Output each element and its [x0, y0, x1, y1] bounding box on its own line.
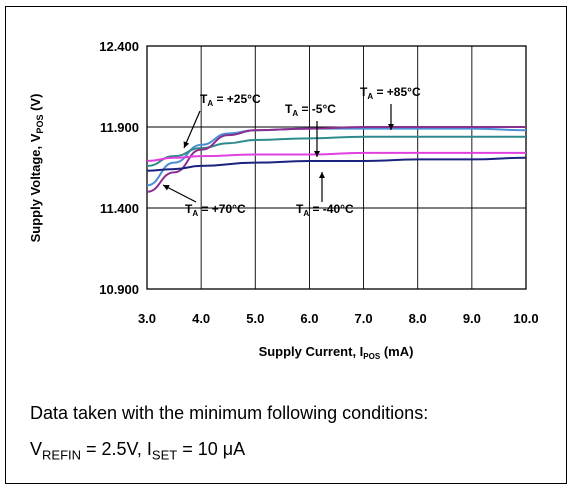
annotation-leader-3	[162, 184, 197, 203]
annotations: TA = +25°C TA = -5°C TA = +85°C TA = +70°C T…	[162, 85, 421, 218]
annotation-arrowhead-4	[319, 172, 325, 178]
annotation-arrowhead-2	[388, 124, 394, 130]
annotation-arrowhead-3	[163, 185, 170, 191]
y-tick-label: 11.400	[100, 201, 139, 216]
caption-line-2: VREFIN = 2.5V, ISET = 10 μA	[30, 439, 246, 463]
x-axis-title: Supply Current, IPOS (mA)	[259, 344, 414, 361]
caption-line-1: Data taken with the minimum following co…	[30, 403, 429, 423]
x-tick-label: 9.0	[463, 311, 481, 326]
annotation-leader-0	[183, 110, 201, 149]
annotation-arrowhead-0	[183, 141, 190, 148]
x-tick-label: 8.0	[409, 311, 427, 326]
annotation-label-2: TA = +85°C	[360, 85, 421, 101]
annotation-label-3: TA = +70°C	[185, 202, 246, 218]
y-tick-label: 11.900	[100, 120, 139, 135]
annotation-label-0: TA = +25°C	[200, 92, 261, 108]
supply-voltage-chart: 3.0 4.0 5.0 6.0 7.0 8.0 9.0 10.0 10.900 11.400 11.…	[28, 39, 539, 361]
x-tick-label: 4.0	[192, 311, 210, 326]
series-line-2	[146, 126, 526, 193]
y-tick-label: 12.400	[99, 39, 139, 54]
series-group	[146, 126, 527, 193]
series-line-4	[146, 156, 527, 172]
y-tick-label: 10.900	[99, 282, 139, 297]
x-tick-label: 6.0	[300, 311, 318, 326]
x-tick-label: 5.0	[246, 311, 264, 326]
annotation-label-1: TA = -5°C	[285, 102, 336, 118]
series-line-1	[146, 135, 526, 167]
y-axis-title: Supply Voltage, VPOS (V)	[28, 94, 45, 243]
x-tick-label: 7.0	[355, 311, 373, 326]
tick-labels: 3.0 4.0 5.0 6.0 7.0 8.0 9.0 10.0 10.900 11.400 11.…	[99, 39, 538, 326]
series-line-3	[146, 151, 526, 163]
figure-frame	[5, 6, 567, 484]
caption: Data taken with the minimum following co…	[30, 395, 428, 474]
annotation-arrowhead-1	[314, 151, 320, 157]
plot-area	[146, 45, 527, 290]
x-tick-label: 10.0	[513, 311, 538, 326]
annotation-label-4: TA = -40°C	[296, 202, 354, 218]
grid	[146, 45, 527, 290]
x-tick-label: 3.0	[138, 311, 156, 326]
